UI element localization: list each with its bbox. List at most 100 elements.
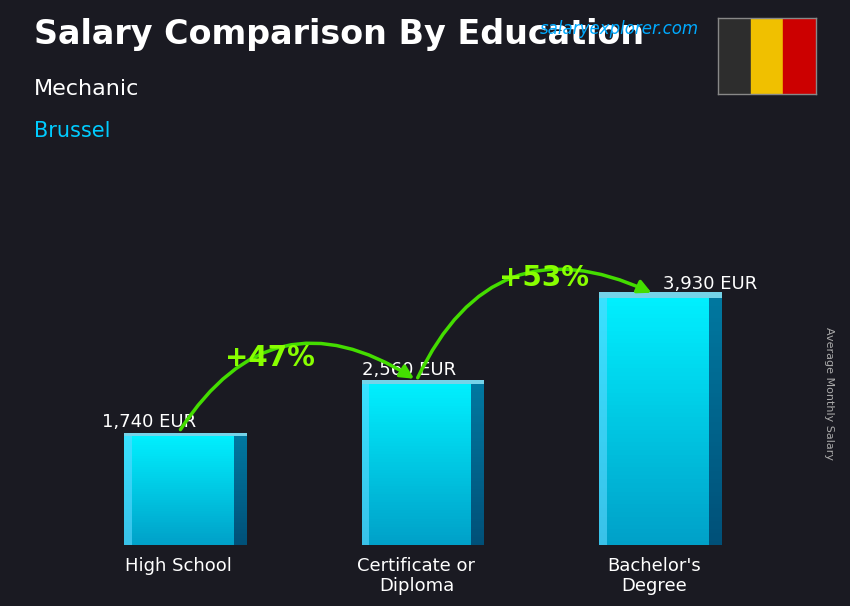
Text: Average Monthly Salary: Average Monthly Salary <box>824 327 834 461</box>
Bar <box>234 485 246 487</box>
Bar <box>361 387 471 390</box>
Bar <box>234 468 246 470</box>
Bar <box>599 496 709 500</box>
Bar <box>599 491 709 496</box>
Bar <box>124 538 234 540</box>
Bar <box>361 441 471 443</box>
Bar <box>124 500 234 502</box>
Bar <box>124 498 234 500</box>
Bar <box>124 536 234 538</box>
Bar <box>709 541 722 545</box>
Bar <box>599 368 709 372</box>
Bar <box>234 502 246 504</box>
Bar <box>599 463 709 467</box>
Bar <box>599 447 709 450</box>
Bar <box>361 448 471 451</box>
Text: 2,560 EUR: 2,560 EUR <box>361 361 456 379</box>
Bar <box>599 513 709 516</box>
Bar <box>599 413 709 418</box>
Bar <box>709 471 722 475</box>
Bar <box>599 397 709 401</box>
Bar <box>361 446 471 448</box>
Bar <box>234 487 246 489</box>
Bar <box>599 351 709 356</box>
Bar <box>361 500 471 502</box>
Bar <box>599 484 709 488</box>
Bar <box>124 531 234 533</box>
Bar <box>234 493 246 494</box>
Bar <box>709 359 722 364</box>
Bar <box>361 467 471 470</box>
Bar <box>471 438 484 441</box>
Bar <box>471 527 484 529</box>
Bar <box>124 542 234 544</box>
Bar <box>124 524 234 525</box>
Bar <box>709 463 722 467</box>
Bar <box>709 401 722 405</box>
Bar <box>234 447 246 448</box>
Bar <box>599 381 709 384</box>
Bar <box>471 459 484 462</box>
Bar <box>471 467 484 470</box>
Bar <box>709 442 722 447</box>
Bar <box>234 496 246 498</box>
Bar <box>599 434 709 438</box>
Bar <box>471 451 484 454</box>
Bar <box>124 465 234 467</box>
Bar <box>361 443 471 446</box>
Bar <box>361 470 471 473</box>
Bar <box>709 529 722 533</box>
Bar <box>234 491 246 493</box>
Bar <box>361 521 471 524</box>
Bar <box>124 511 234 513</box>
Bar <box>361 408 471 411</box>
Bar <box>234 436 246 438</box>
Bar <box>234 470 246 472</box>
Bar <box>361 489 471 491</box>
Bar <box>361 497 471 500</box>
Bar <box>124 476 234 478</box>
Bar <box>471 416 484 419</box>
Bar <box>234 536 246 538</box>
Bar <box>361 505 471 508</box>
Bar <box>471 478 484 481</box>
Bar <box>709 496 722 500</box>
Bar <box>234 479 246 481</box>
Bar <box>124 456 234 458</box>
Bar <box>471 387 484 390</box>
Bar <box>234 522 246 524</box>
Bar <box>361 516 471 519</box>
Bar <box>599 488 709 491</box>
Bar <box>471 462 484 465</box>
Text: Mechanic: Mechanic <box>34 79 139 99</box>
Bar <box>124 502 234 504</box>
Bar <box>361 508 471 510</box>
Text: 3,930 EUR: 3,930 EUR <box>663 275 757 293</box>
Bar <box>234 443 246 445</box>
Bar <box>124 509 234 511</box>
Bar <box>124 454 234 456</box>
Bar <box>599 533 709 537</box>
Text: +47%: +47% <box>225 344 315 372</box>
Bar <box>234 463 246 465</box>
Bar <box>234 476 246 478</box>
Bar <box>234 489 246 491</box>
Bar <box>599 327 709 331</box>
Bar <box>599 537 709 541</box>
Bar <box>124 448 234 450</box>
Bar <box>751 18 784 94</box>
Bar <box>709 405 722 409</box>
Bar <box>124 439 234 441</box>
Bar <box>471 441 484 443</box>
Bar <box>124 504 234 505</box>
Bar <box>234 439 246 441</box>
Bar <box>124 468 234 470</box>
Bar <box>709 384 722 388</box>
Bar <box>234 448 246 450</box>
Bar <box>124 478 234 479</box>
Bar <box>361 519 471 521</box>
Bar <box>471 540 484 543</box>
Bar <box>361 438 471 441</box>
Bar <box>234 509 246 511</box>
Bar <box>471 524 484 527</box>
